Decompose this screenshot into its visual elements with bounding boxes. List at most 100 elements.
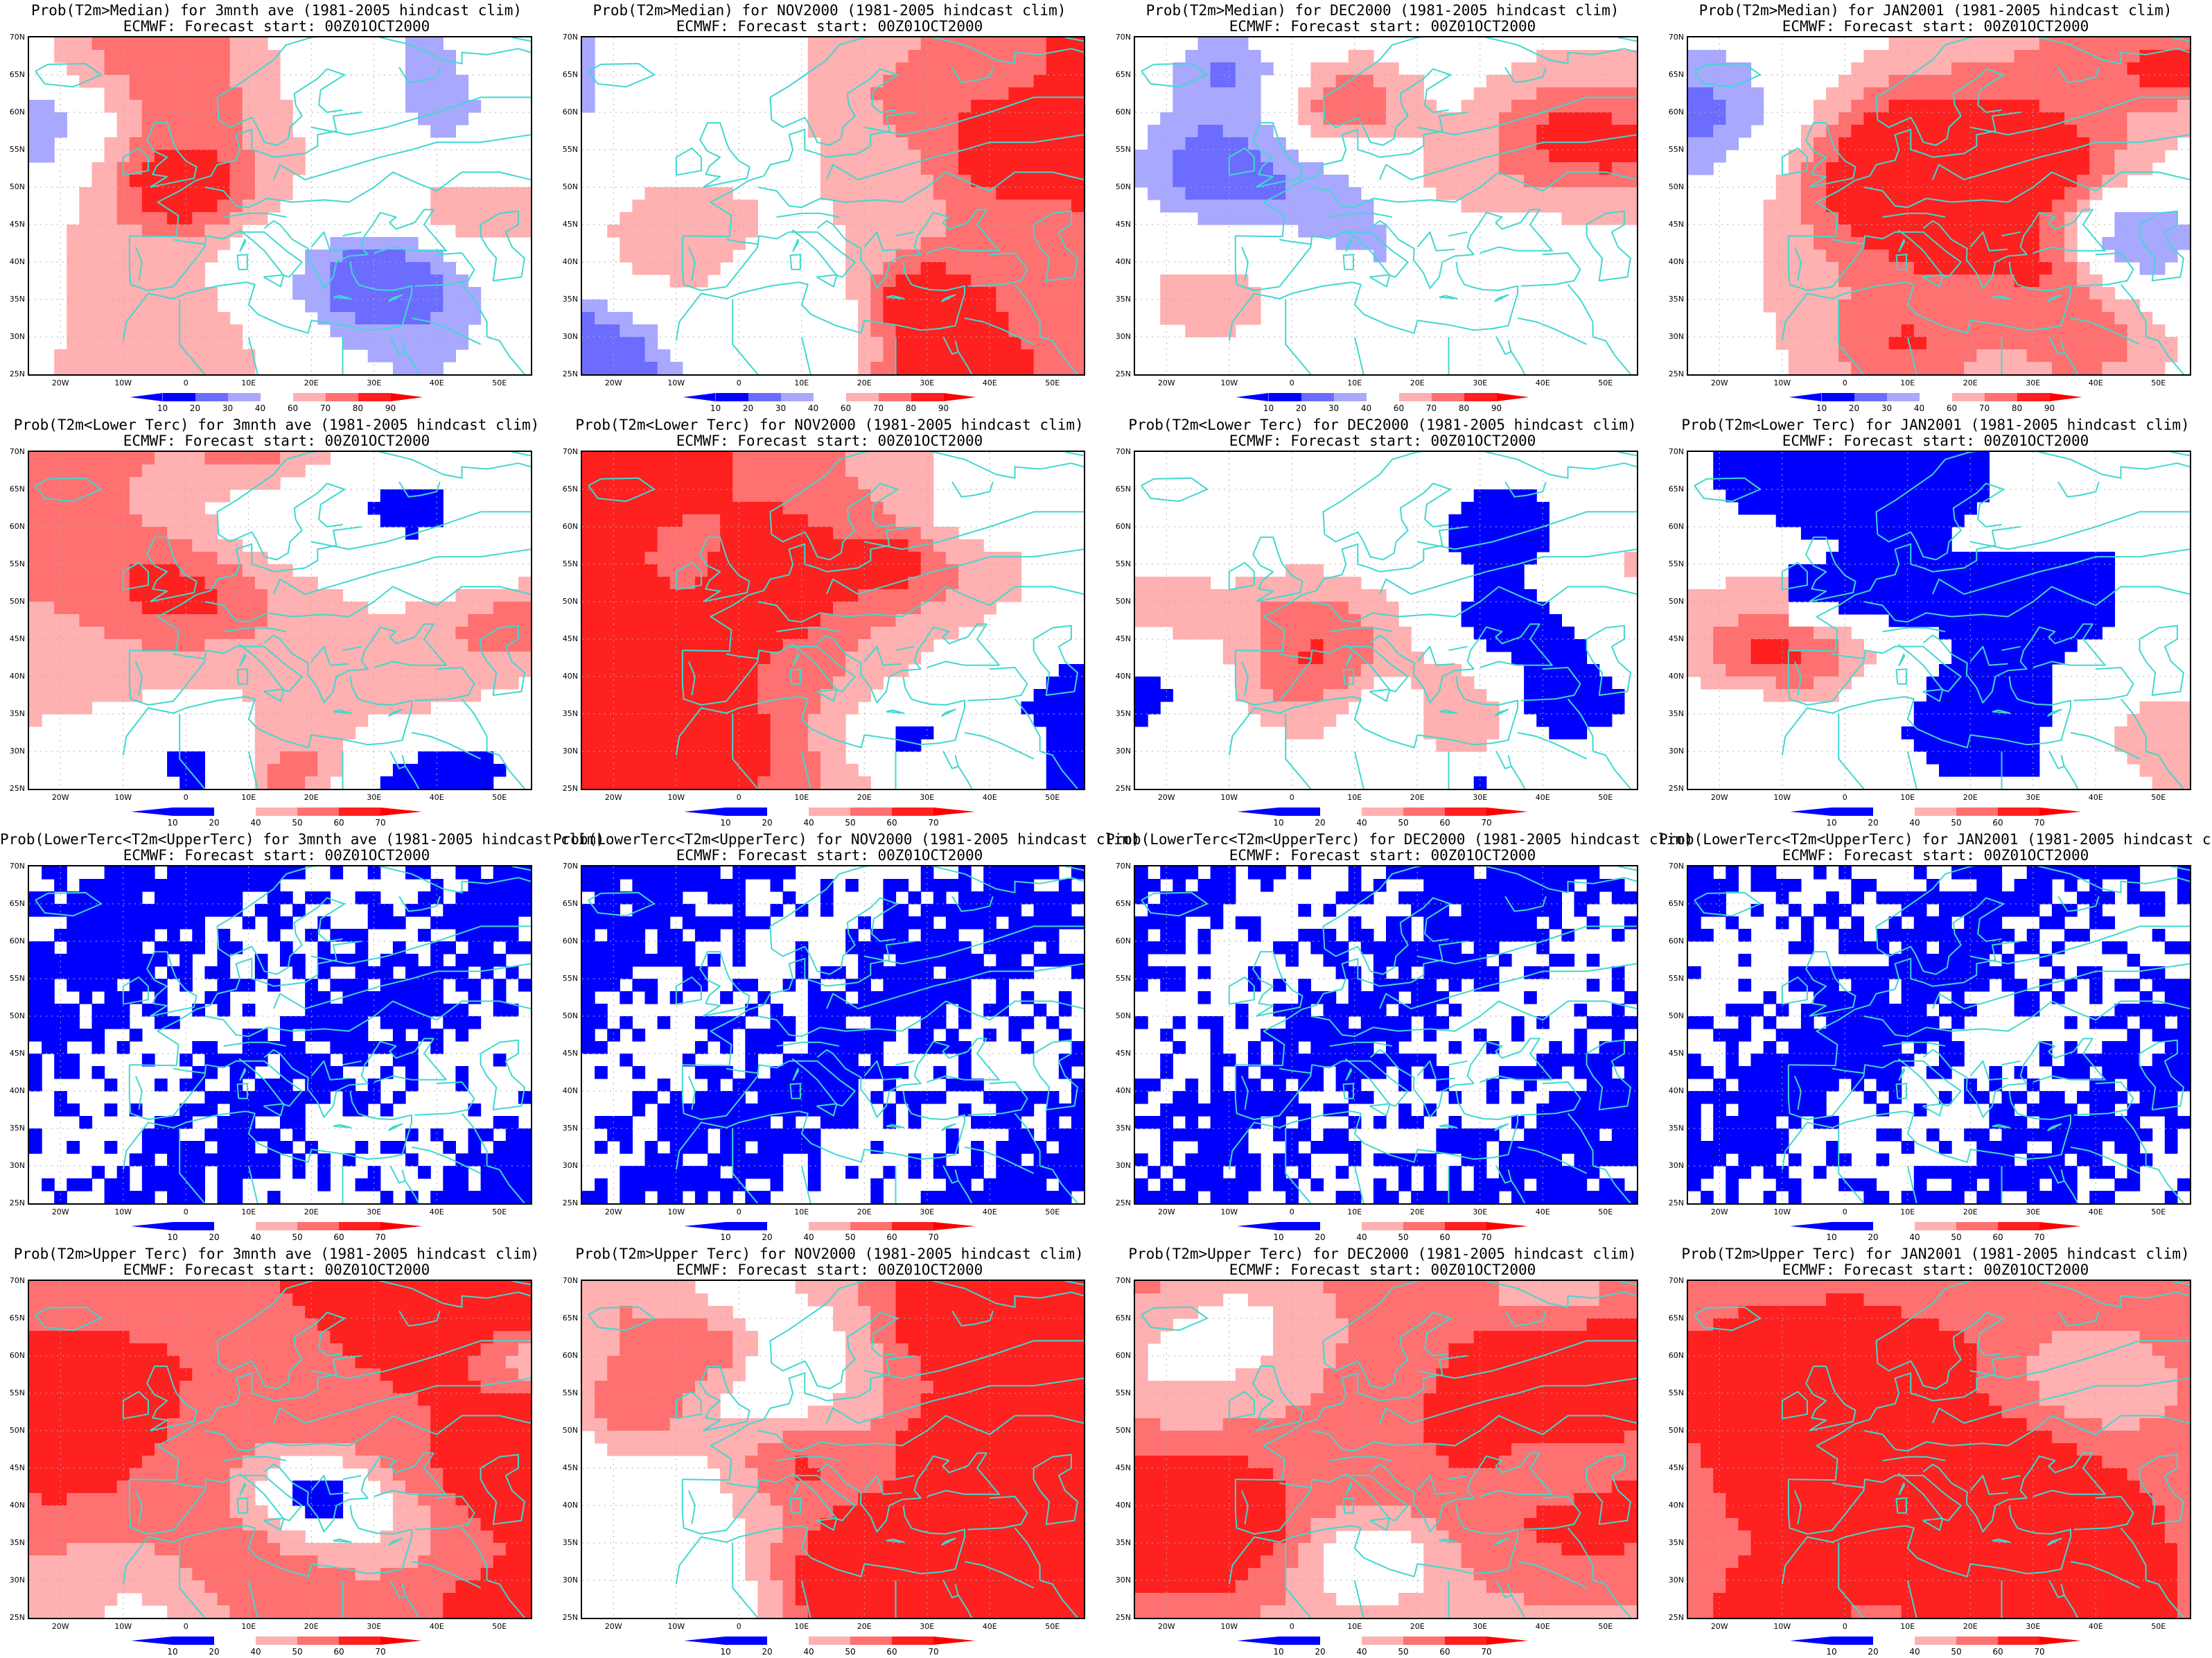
contour-cell	[2026, 50, 2040, 63]
contour-cell	[2026, 362, 2040, 374]
contour-cell	[1148, 162, 1161, 175]
contour-cell	[2064, 62, 2078, 76]
contour-cell	[1800, 452, 1814, 465]
contour-cell	[141, 87, 155, 101]
contour-cell	[204, 464, 218, 478]
contour-cell	[1148, 614, 1161, 627]
latitude-label: 50N	[1115, 597, 1131, 606]
contour-cell	[883, 464, 897, 478]
contour-cell	[682, 250, 696, 263]
contour-cell	[1021, 312, 1035, 325]
contour-cell	[908, 362, 922, 374]
contour-cell	[292, 464, 306, 478]
contour-cell	[870, 62, 884, 76]
contour-cell	[971, 324, 984, 338]
contour-cell	[732, 200, 746, 213]
contour-cell	[116, 664, 130, 677]
contour-cell	[782, 751, 796, 765]
map-canvas	[29, 37, 531, 374]
contour-cell	[79, 187, 93, 200]
contour-cell	[2102, 37, 2115, 51]
contour-cell	[2077, 75, 2090, 88]
coastline	[263, 623, 447, 704]
contour-cell	[895, 137, 909, 150]
contour-cell	[933, 100, 947, 113]
contour-cell	[1574, 639, 1588, 652]
contour-cell	[129, 362, 143, 374]
contour-cell	[254, 137, 268, 150]
contour-cell	[104, 162, 118, 175]
contour-cell	[242, 175, 256, 188]
contour-cell	[770, 477, 784, 490]
contour-cell	[2139, 100, 2153, 113]
contour-cell	[1058, 75, 1072, 88]
contour-cell	[2077, 125, 2090, 138]
contour-cell	[141, 62, 155, 76]
contour-cell	[1838, 299, 1852, 313]
contour-cell	[104, 539, 118, 552]
contour-cell	[833, 614, 846, 627]
contour-cell	[1964, 312, 1977, 325]
contour-cell	[582, 87, 595, 101]
contour-cell	[757, 502, 771, 515]
contour-cell	[2064, 349, 2078, 363]
contour-cell	[468, 689, 482, 702]
colorbar-segment	[892, 808, 933, 816]
contour-cell	[67, 262, 80, 275]
contour-cell	[2139, 162, 2153, 175]
contour-cell	[908, 552, 922, 565]
contour-cell	[443, 312, 456, 325]
contour-cell	[317, 262, 331, 275]
contour-cell	[745, 212, 758, 225]
contour-cell	[1486, 489, 1500, 503]
coastline	[380, 37, 531, 64]
contour-cell	[996, 262, 1009, 275]
contour-cell	[1386, 652, 1399, 665]
contour-cell	[392, 337, 406, 350]
contour-cell	[204, 589, 218, 602]
contour-cell	[67, 312, 80, 325]
contour-cell	[1863, 112, 1877, 125]
contour-cell	[983, 312, 997, 325]
contour-cell	[1599, 175, 1613, 188]
contour-cell	[782, 502, 796, 515]
contour-cell	[1222, 324, 1236, 338]
contour-cell	[958, 577, 972, 590]
contour-cell	[267, 62, 281, 76]
contour-cell	[67, 37, 80, 51]
contour-cell	[971, 162, 984, 175]
contour-cell	[430, 100, 444, 113]
contour-cell	[267, 175, 281, 188]
contour-cell	[104, 362, 118, 374]
contour-cell	[1876, 262, 1890, 275]
coastline	[173, 238, 205, 245]
contour-cell	[1788, 250, 1802, 263]
contour-cell	[632, 362, 646, 374]
contour-cell	[1148, 677, 1161, 690]
contour-cell	[1486, 137, 1500, 150]
contour-cell	[933, 324, 947, 338]
contour-cell	[1611, 150, 1625, 163]
contour-cell	[392, 274, 406, 288]
contour-cell	[2064, 187, 2078, 200]
panel-title: Prob(T2m>Median) for NOV2000 (1981-2005 …	[592, 2, 1066, 19]
contour-cell	[505, 225, 519, 238]
contour-cell	[1033, 349, 1047, 363]
contour-cell	[620, 726, 633, 740]
contour-cell	[620, 237, 633, 250]
contour-cell	[682, 701, 696, 715]
contour-cell	[2001, 175, 2015, 188]
contour-cell	[79, 37, 93, 51]
contour-cell	[1210, 324, 1224, 338]
contour-cell	[1185, 87, 1199, 101]
colorbar-label: 70	[872, 403, 884, 413]
contour-cell	[1071, 250, 1084, 263]
contour-cell	[845, 477, 859, 490]
contour-cell	[317, 639, 331, 652]
contour-cell	[317, 287, 331, 300]
contour-cell	[1989, 362, 2003, 374]
contour-cell	[1046, 62, 1060, 76]
contour-cell	[1071, 212, 1084, 225]
contour-cell	[1814, 137, 1827, 150]
contour-cell	[708, 212, 721, 225]
